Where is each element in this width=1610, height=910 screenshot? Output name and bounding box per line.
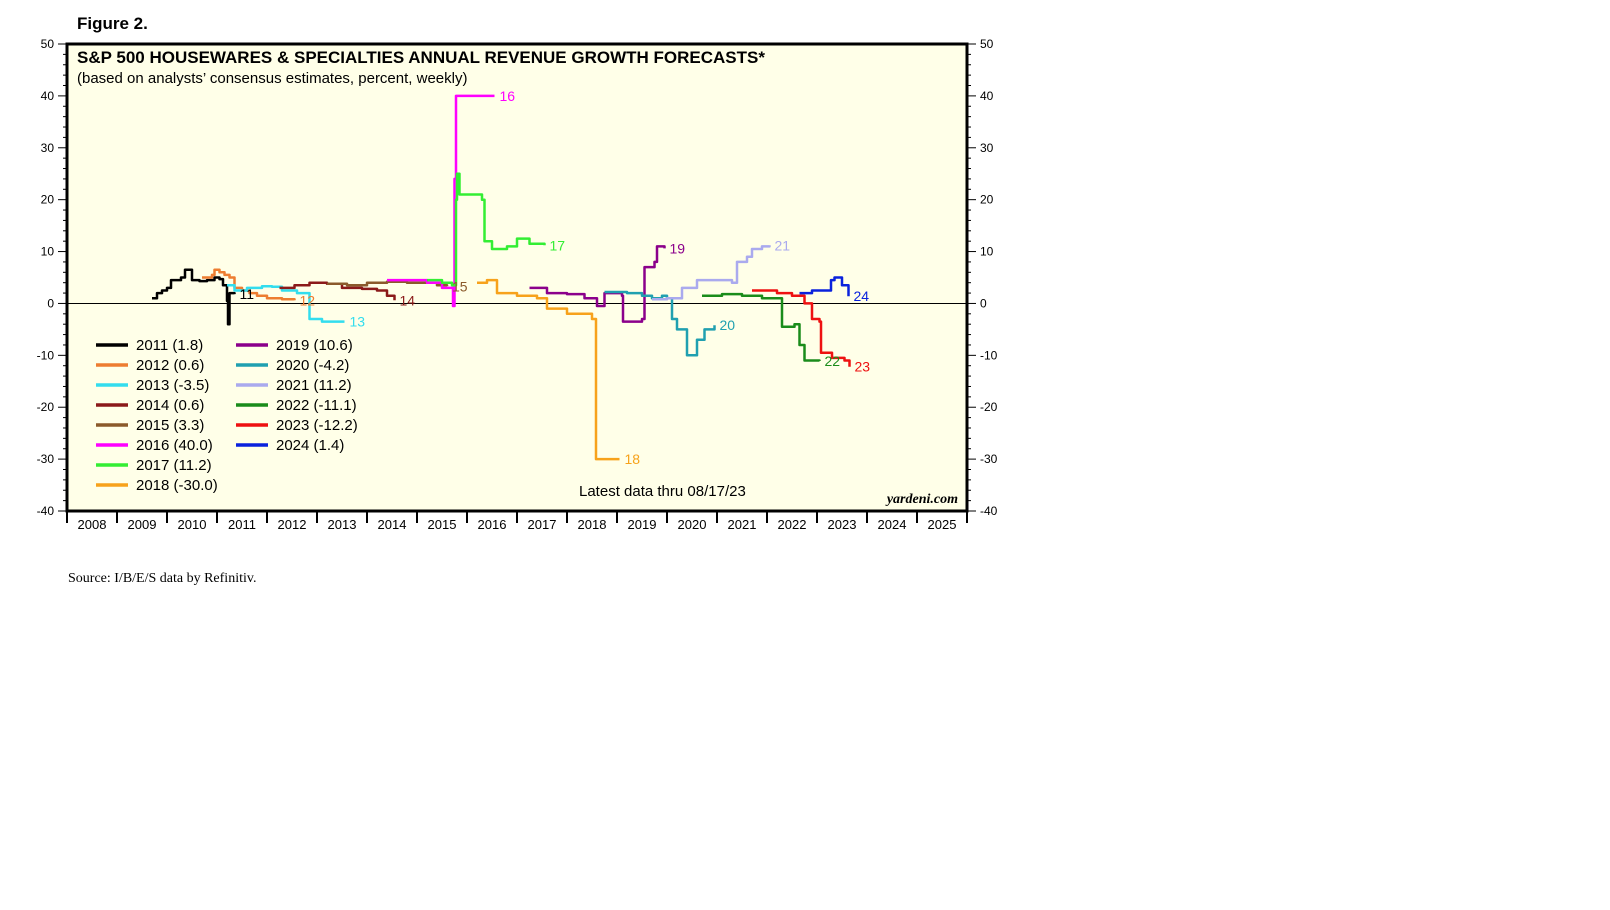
legend-entry-label: 2011 (1.8) bbox=[136, 337, 203, 354]
y-tick-label-left: 0 bbox=[47, 296, 54, 310]
series-line-18 bbox=[477, 278, 620, 461]
x-tick-label: 2014 bbox=[378, 517, 407, 532]
x-tick-label: 2011 bbox=[228, 517, 256, 532]
series-end-label-22: 22 bbox=[825, 353, 841, 369]
series-line-22 bbox=[702, 292, 821, 362]
x-tick-label: 2012 bbox=[278, 517, 307, 532]
x-tick-label: 2023 bbox=[828, 517, 857, 532]
series-line-15 bbox=[327, 280, 449, 287]
chart-subtitle: (based on analysts’ consensus estimates,… bbox=[77, 70, 467, 87]
x-axis: 2008 2009 2010 2011 2012 2013 2014 2015 2016 2017… bbox=[66, 512, 968, 532]
y-tick-label-right: 50 bbox=[980, 37, 994, 51]
source-note: Source: I/B/E/S data by Refinitiv. bbox=[68, 571, 257, 586]
y-tick-label-left: 10 bbox=[41, 245, 55, 259]
y-axes: -40 -40 -30 -30 -20 -20 -10 -10 0 0 10 10 20 20 30 30 40… bbox=[37, 37, 998, 518]
x-tick-label: 2008 bbox=[78, 517, 107, 532]
legend-entry-label: 2018 (-30.0) bbox=[136, 477, 218, 494]
x-tick-label: 2025 bbox=[928, 517, 957, 532]
y-tick-label-right: 10 bbox=[980, 245, 994, 259]
series-end-label-19: 19 bbox=[670, 240, 686, 256]
y-tick-label-left: -40 bbox=[37, 504, 55, 518]
legend-entry-label: 2021 (11.2) bbox=[276, 377, 352, 394]
series-end-label-16: 16 bbox=[500, 88, 516, 104]
x-tick-label: 2015 bbox=[428, 517, 457, 532]
series-line-23 bbox=[752, 289, 851, 367]
series-line-14 bbox=[279, 281, 396, 301]
y-tick-label-right: -10 bbox=[980, 348, 998, 362]
x-tick-label: 2013 bbox=[328, 517, 357, 532]
brand-watermark: yardeni.com bbox=[885, 492, 958, 507]
y-tick-label-left: 20 bbox=[41, 193, 55, 207]
legend-entry-label: 2012 (0.6) bbox=[136, 357, 204, 374]
legend-entry-label: 2017 (11.2) bbox=[136, 457, 212, 474]
series-end-label-13: 13 bbox=[350, 314, 366, 330]
series-line-17 bbox=[427, 172, 546, 287]
series-end-label-15: 15 bbox=[452, 278, 468, 294]
x-tick-label: 2021 bbox=[728, 517, 757, 532]
x-tick-label: 2009 bbox=[128, 517, 157, 532]
y-tick-label-left: 50 bbox=[41, 37, 55, 51]
x-tick-label: 2019 bbox=[628, 517, 657, 532]
legend-entry-label: 2022 (-11.1) bbox=[276, 397, 357, 414]
legend-entry-label: 2024 (1.4) bbox=[276, 437, 344, 454]
figure-label: Figure 2. bbox=[77, 14, 148, 33]
x-tick-label: 2017 bbox=[528, 517, 557, 532]
y-tick-label-right: -40 bbox=[980, 504, 998, 518]
x-tick-label: 2020 bbox=[678, 517, 707, 532]
series-line-21 bbox=[652, 245, 771, 301]
y-tick-label-left: 30 bbox=[41, 141, 55, 155]
series-end-label-14: 14 bbox=[400, 292, 416, 308]
series-end-label-20: 20 bbox=[720, 317, 736, 333]
series-end-label-11: 11 bbox=[240, 286, 255, 302]
legend-entry-label: 2020 (-4.2) bbox=[276, 357, 349, 374]
y-tick-label-right: 20 bbox=[980, 193, 994, 207]
x-tick-label: 2022 bbox=[778, 517, 807, 532]
legend-entry-label: 2015 (3.3) bbox=[136, 417, 204, 434]
legend-entry-label: 2013 (-3.5) bbox=[136, 377, 209, 394]
y-tick-label-left: -30 bbox=[37, 452, 55, 466]
series-line-24 bbox=[799, 276, 850, 297]
series-end-label-24: 24 bbox=[854, 288, 870, 304]
y-tick-label-left: -20 bbox=[37, 400, 55, 414]
latest-data-annotation: Latest data thru 08/17/23 bbox=[579, 483, 746, 500]
series-line-11 bbox=[152, 268, 236, 326]
legend-entry-label: 2016 (40.0) bbox=[136, 437, 213, 454]
legend: 2011 (1.8) 2012 (0.6) 2013 (-3.5) 2014 (0.6… bbox=[96, 337, 358, 494]
y-tick-label-right: 30 bbox=[980, 141, 994, 155]
x-tick-label: 2024 bbox=[878, 517, 907, 532]
x-tick-label: 2010 bbox=[178, 517, 207, 532]
series-end-label-18: 18 bbox=[625, 451, 641, 467]
legend-entry-label: 2014 (0.6) bbox=[136, 397, 204, 414]
series-end-label-12: 12 bbox=[300, 292, 316, 308]
y-tick-label-right: 0 bbox=[980, 296, 987, 310]
x-tick-label: 2018 bbox=[578, 517, 607, 532]
legend-entry-label: 2019 (10.6) bbox=[276, 337, 353, 354]
y-tick-label-right: -20 bbox=[980, 400, 998, 414]
series-lines bbox=[152, 94, 851, 461]
x-tick-label: 2016 bbox=[478, 517, 507, 532]
series-line-19 bbox=[529, 245, 666, 323]
y-tick-label-right: -30 bbox=[980, 452, 998, 466]
y-tick-label-left: -10 bbox=[37, 348, 55, 362]
series-end-labels: 11 12 13 14 15 16 17 18 19 20 21 22 23 24 bbox=[240, 88, 871, 467]
legend-entry-label: 2023 (-12.2) bbox=[276, 417, 358, 434]
chart-title: S&P 500 HOUSEWARES & SPECIALTIES ANNUAL … bbox=[77, 48, 765, 67]
y-tick-label-left: 40 bbox=[41, 89, 55, 103]
series-end-label-21: 21 bbox=[775, 237, 791, 253]
series-end-label-17: 17 bbox=[550, 237, 566, 253]
series-end-label-23: 23 bbox=[855, 359, 871, 375]
y-tick-label-right: 40 bbox=[980, 89, 994, 103]
